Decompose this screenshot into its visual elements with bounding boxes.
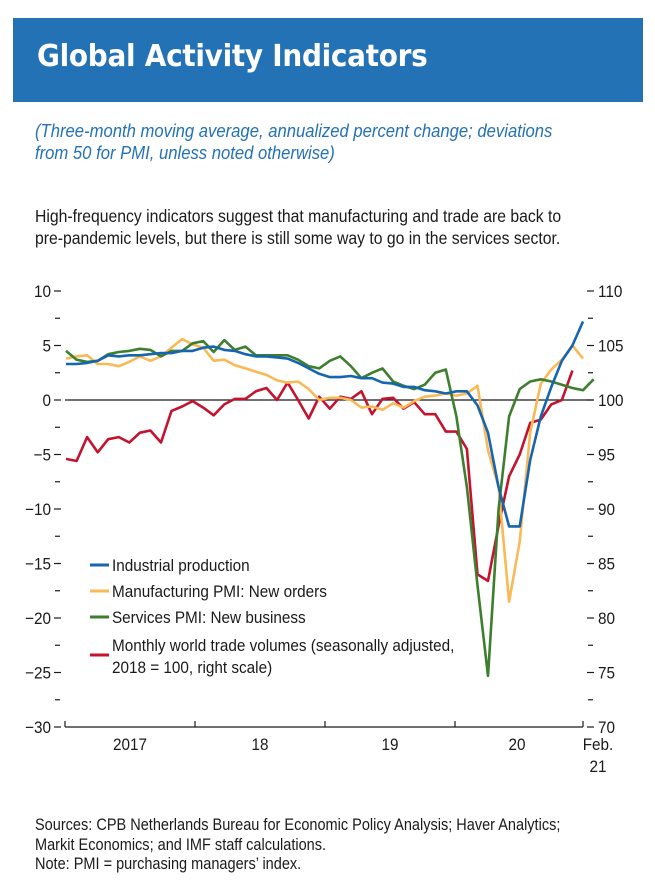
subtitle-line-1: (Three-month moving average, annualized … xyxy=(35,120,553,141)
left-axis-tick-label: 10 xyxy=(34,282,51,301)
right-axis-tick-label: 70 xyxy=(598,718,615,737)
line-chart: 1050−5−10−15−20−25−301101051009590858075… xyxy=(25,282,623,776)
right-axis-tick-label: 90 xyxy=(598,500,615,519)
chart-title: Global Activity Indicators xyxy=(37,39,428,74)
right-axis-tick-label: 95 xyxy=(598,446,615,465)
series-line-industrial-production xyxy=(66,320,585,528)
footer-notes: Sources: CPB Netherlands Bureau for Econ… xyxy=(35,816,616,875)
left-axis-tick-label: −25 xyxy=(25,664,51,683)
sources-line-1: Sources: CPB Netherlands Bureau for Econ… xyxy=(35,816,561,834)
right-axis-tick-label: 80 xyxy=(598,609,615,628)
legend-label: 2018 = 100, right scale) xyxy=(112,658,272,677)
description-line-2: pre-pandemic levels, but there is still … xyxy=(35,228,561,248)
sources-line-2: Markit Economics; and IMF staff calculat… xyxy=(35,835,327,854)
left-axis-tick-label: 0 xyxy=(42,391,51,410)
right-axis-tick-label: 110 xyxy=(598,282,622,301)
chart-area: 10 5 0 −5 −10 −15 −20 −25 −30 110 105 100 95 90 85 80 75… xyxy=(0,270,655,790)
left-axis-tick-label: 5 xyxy=(42,337,51,356)
title-bar: Global Activity Indicators xyxy=(13,18,643,102)
legend: Industrial production Manufacturing PMI: … xyxy=(90,556,454,677)
right-axis-tick-label: 85 xyxy=(598,555,615,574)
subtitle-line-2: from 50 for PMI, unless noted otherwise) xyxy=(35,142,335,163)
x-axis-labels: 2017 18 19 20 Feb. 21 xyxy=(113,735,613,776)
x-axis-tick-label: 21 xyxy=(589,757,606,776)
right-axis-tick-label: 105 xyxy=(598,337,624,356)
left-axis-tick-label: −15 xyxy=(25,555,51,574)
left-axis-tick-label: −10 xyxy=(25,500,51,519)
x-axis-tick-label: Feb. xyxy=(583,735,614,754)
right-axis-tick-label: 100 xyxy=(598,391,624,410)
left-axis-tick-label: −20 xyxy=(25,609,51,628)
series-line-monthly-world-trade-volumes-seasonally-a xyxy=(65,370,574,583)
right-axis-tick-label: 75 xyxy=(598,664,615,683)
x-axis-tick-label: 2017 xyxy=(113,735,147,754)
chart-subtitle: (Three-month moving average, annualized … xyxy=(35,120,575,164)
description-line-1: High-frequency indicators suggest that m… xyxy=(35,206,562,226)
chart-description: High-frequency indicators suggest that m… xyxy=(35,205,611,249)
x-axis-tick-label: 19 xyxy=(381,735,398,754)
legend-label: Manufacturing PMI: New orders xyxy=(112,582,327,601)
x-axis-tick-label: 18 xyxy=(251,735,268,754)
series-line-services-pmi-new-business xyxy=(65,338,595,678)
note-line: Note: PMI = purchasing managers’ index. xyxy=(35,855,302,873)
x-axis-tick-label: 20 xyxy=(508,735,525,754)
axes: 1050−5−10−15−20−25−301101051009590858075… xyxy=(25,282,623,737)
legend-label: Industrial production xyxy=(112,556,250,575)
left-axis-tick-label: −5 xyxy=(34,446,51,465)
legend-label: Monthly world trade volumes (seasonally … xyxy=(112,636,454,655)
series-lines xyxy=(65,320,595,678)
left-axis-tick-label: −30 xyxy=(25,718,51,737)
legend-label: Services PMI: New business xyxy=(112,608,306,627)
